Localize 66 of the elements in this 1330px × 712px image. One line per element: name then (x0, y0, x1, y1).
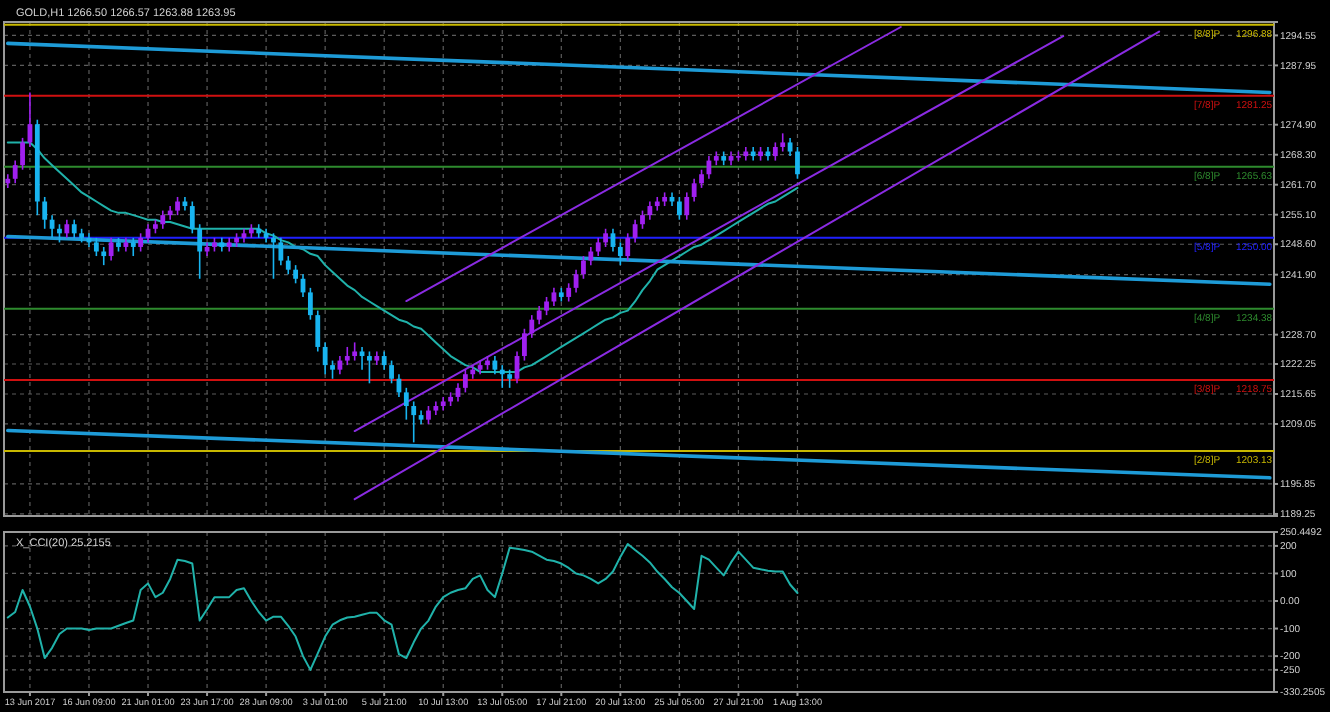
candlestick (507, 368, 513, 389)
candlestick (411, 400, 417, 444)
candlestick (381, 350, 387, 371)
candlestick (691, 177, 697, 203)
candlestick (108, 237, 114, 262)
candlestick (640, 209, 645, 230)
candlestick (271, 232, 276, 280)
candlestick (603, 227, 608, 248)
candlestick (278, 237, 284, 266)
candlestick (359, 346, 365, 371)
candlestick (307, 287, 313, 321)
candlestick (426, 405, 431, 425)
candlestick (632, 218, 638, 244)
candlestick (367, 350, 372, 385)
candlestick (795, 146, 800, 180)
candlestick (42, 196, 48, 230)
candlestick (285, 255, 291, 276)
candlestick (647, 200, 653, 221)
candlestick (167, 205, 173, 221)
candlestick (101, 246, 107, 266)
candlestick (389, 359, 394, 385)
candlestick (256, 223, 262, 239)
candlestick (699, 168, 704, 189)
candlestick (344, 346, 350, 366)
candlestick (71, 218, 77, 239)
candlestick (470, 364, 476, 380)
candlestick (20, 137, 25, 171)
candlestick (676, 196, 682, 221)
candlestick (544, 296, 549, 316)
candlestick (322, 341, 328, 376)
candlestick (743, 146, 749, 162)
candlestick (189, 200, 195, 235)
candlestick (93, 237, 99, 257)
candlestick (12, 159, 18, 185)
candlestick (138, 232, 144, 253)
candlestick (352, 341, 358, 362)
candlestick (684, 191, 690, 221)
candlestick (529, 314, 535, 339)
candlestick (780, 132, 786, 153)
candlestick (787, 137, 793, 157)
candlestick (197, 223, 203, 280)
candlestick (595, 237, 601, 257)
candlestick (625, 232, 631, 262)
candlestick (57, 223, 62, 244)
candlestick (492, 355, 498, 376)
candlestick (175, 196, 180, 216)
candlestick (654, 196, 660, 212)
candlestick (330, 359, 335, 380)
candlestick (462, 368, 468, 394)
candlestick (566, 282, 572, 303)
candlestick (499, 364, 505, 389)
candlestick (160, 209, 166, 230)
candlestick (772, 141, 778, 162)
line-series (6, 542, 799, 671)
candlestick (617, 241, 623, 266)
candlestick (581, 255, 586, 280)
candlestick (750, 146, 756, 162)
candlestick (293, 264, 299, 285)
candlestick (130, 237, 136, 257)
candlestick (403, 387, 409, 421)
candlestick (315, 309, 321, 353)
candlestick (64, 218, 70, 239)
candlestick (588, 246, 594, 266)
candlestick (522, 327, 527, 362)
candlestick (536, 305, 542, 326)
candlestick (5, 173, 11, 189)
